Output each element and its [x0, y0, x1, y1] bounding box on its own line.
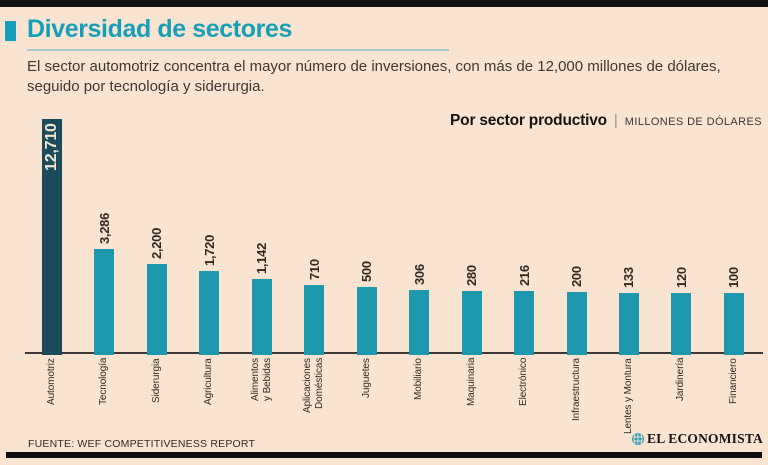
source-note: FUENTE: WEF COMPETITIVENESS REPORT — [28, 438, 256, 450]
bar-maquinaria — [461, 291, 482, 355]
bar-automotriz — [42, 119, 62, 355]
bar-chart-plot: 12,710 Automotriz 3,286 Tecnología 2,200 Side… — [25, 110, 763, 434]
category-label: Infraestructura — [570, 358, 582, 421]
bar-financiero — [723, 293, 744, 355]
chart-title: Por sector productivo — [450, 112, 607, 129]
category-label: Electrónico — [518, 358, 530, 407]
bar-value-label: 12,710 — [43, 123, 60, 171]
bar-value-label: 200 — [569, 266, 584, 287]
category-label: Mobiliario — [413, 358, 425, 400]
bar-siderurgia — [146, 264, 167, 355]
bar-value-label: 1,142 — [254, 242, 270, 274]
bar-agricultura — [199, 271, 220, 355]
el-economista-globe-icon — [632, 433, 644, 445]
bar-aplicaciones-domesticas — [304, 285, 325, 355]
bar-lentes-y-montura — [618, 293, 639, 355]
bar-juguetes — [356, 287, 377, 355]
bar-alimentos-y-bebidas — [251, 279, 272, 355]
bar-value-label: 216 — [516, 265, 532, 286]
bar-value-label: 280 — [464, 265, 480, 286]
title-accent-marker — [5, 21, 16, 41]
bar-value-label: 1,720 — [201, 234, 217, 266]
bar-value-label: 2,200 — [149, 227, 165, 259]
bar-value-label: 100 — [726, 267, 742, 288]
bar-electronico — [514, 291, 535, 355]
page-title: Diversidad de sectores — [27, 15, 292, 43]
category-label: Juguetes — [360, 358, 372, 398]
chart-header: Por sector productivo | MILLONES DE DÓLA… — [450, 112, 762, 130]
bar-value-label: 710 — [306, 259, 322, 280]
bar-value-label: 306 — [411, 264, 427, 285]
brand-logo: EL ECONOMISTA — [632, 431, 763, 447]
category-label: Maquinaria — [465, 358, 477, 407]
bottom-rule-bar — [6, 452, 762, 458]
top-rule-bar — [0, 0, 768, 7]
bar-tecnologia — [94, 249, 115, 355]
bar-value-label: 120 — [673, 267, 689, 288]
bar-mobiliario — [409, 290, 430, 355]
chart-units-label: MILLONES DE DÓLARES — [624, 116, 762, 128]
chart-title-separator: | — [613, 112, 618, 129]
bar-value-label: 3,286 — [96, 212, 112, 244]
bar-jardineria — [671, 293, 692, 355]
brand-name: EL ECONOMISTA — [647, 431, 763, 446]
bar-value-label: 500 — [359, 261, 375, 282]
category-label: Aplicaciones Domésticas — [302, 358, 326, 413]
subtitle: El sector automotriz concentra el mayor … — [27, 58, 721, 95]
bar-infraestructura — [566, 292, 587, 355]
bar-value-label: 133 — [621, 267, 637, 288]
title-underline — [27, 49, 449, 51]
